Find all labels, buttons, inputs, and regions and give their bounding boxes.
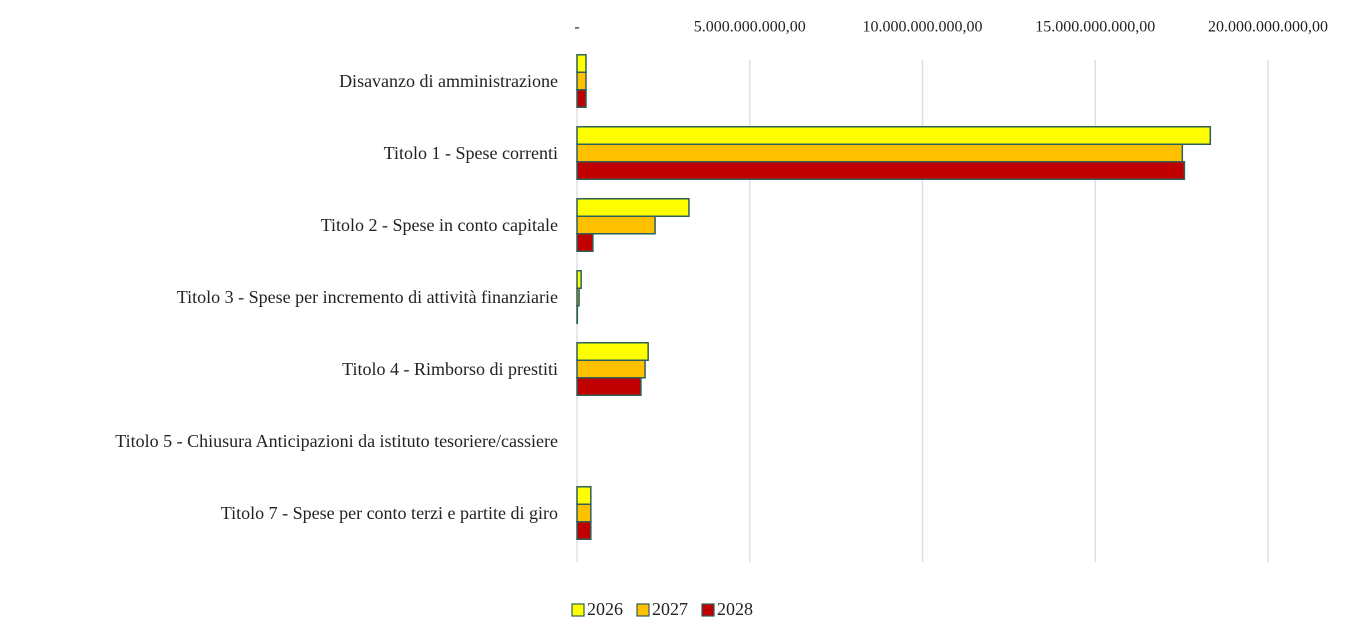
bar — [576, 287, 580, 307]
bar — [576, 342, 649, 361]
y-tick-label: Titolo 5 - Chiusura Anticipazioni da ist… — [115, 431, 558, 451]
x-tick-label: - — [574, 19, 579, 36]
bar — [576, 89, 587, 108]
legend-label: 2027 — [652, 599, 688, 619]
bar — [576, 486, 592, 505]
bar — [576, 503, 592, 523]
y-tick-label: Titolo 4 - Rimborso di prestiti — [342, 359, 558, 379]
bar — [576, 161, 1186, 180]
y-tick-label: Titolo 7 - Spese per conto terzi e parti… — [220, 503, 558, 523]
x-tick-label: 5.000.000.000,00 — [694, 19, 806, 36]
bar — [576, 198, 690, 217]
x-tick-label: 20.000.000.000,00 — [1208, 19, 1328, 36]
legend-swatch — [636, 603, 650, 617]
bar — [576, 71, 587, 91]
y-tick-label: Titolo 3 - Spese per incremento di attiv… — [176, 287, 558, 307]
bar — [576, 143, 1184, 163]
bar — [576, 270, 582, 289]
legend-label: 2026 — [587, 599, 623, 619]
y-tick-label: Disavanzo di amministrazione — [339, 71, 558, 91]
bar — [576, 233, 594, 252]
y-tick-label: Titolo 1 - Spese correnti — [383, 143, 558, 163]
bar — [576, 377, 642, 396]
legend-label: 2028 — [717, 599, 753, 619]
bar — [576, 54, 587, 73]
x-tick-label: 15.000.000.000,00 — [1035, 19, 1155, 36]
legend-swatch — [571, 603, 585, 617]
bar — [576, 521, 592, 540]
bar — [576, 215, 656, 235]
y-tick-label: Titolo 2 - Spese in conto capitale — [320, 215, 558, 235]
x-tick-label: 10.000.000.000,00 — [863, 19, 983, 36]
bar — [576, 359, 646, 379]
legend-swatch — [701, 603, 715, 617]
bar — [576, 126, 1212, 145]
